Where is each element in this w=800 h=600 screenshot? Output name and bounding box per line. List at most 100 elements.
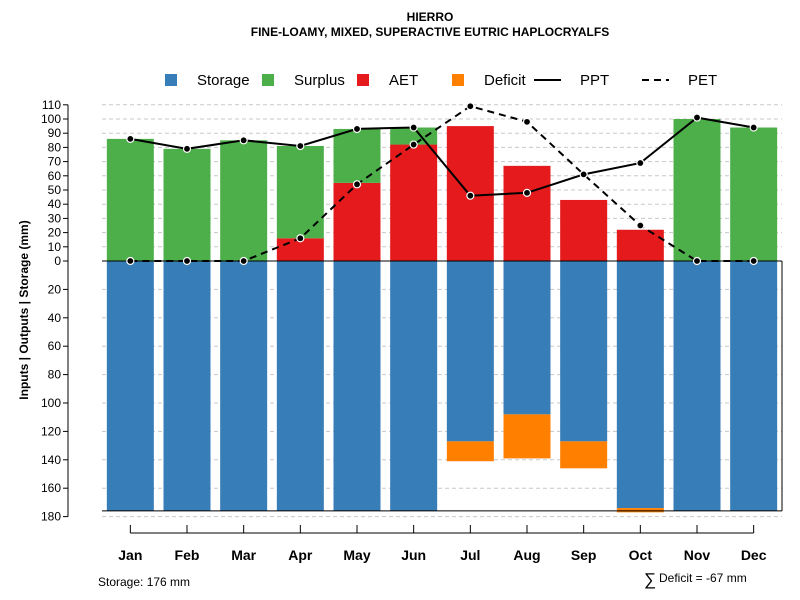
x-tick-label: Jun (401, 547, 426, 563)
y-tick-label: 50 (48, 183, 62, 197)
y-tick-label: 80 (48, 368, 62, 382)
legend-swatch (452, 74, 464, 86)
pet-point (636, 221, 645, 230)
deficit-bar (560, 441, 608, 469)
pet-point (352, 180, 362, 189)
y-tick-label: 100 (41, 112, 61, 126)
ppt-point (749, 123, 758, 132)
legend-swatch (357, 74, 369, 86)
ppt-point (296, 141, 305, 151)
surplus-bar (276, 145, 324, 239)
y-tick-label: 70 (48, 155, 62, 169)
y-tick-label: 110 (42, 98, 61, 112)
storage-bar (333, 261, 381, 511)
storage-bar (106, 261, 154, 511)
y-tick-label: 80 (48, 140, 62, 154)
legend-label: Storage (197, 72, 250, 89)
pet-line (130, 105, 754, 262)
x-tick-label: Apr (288, 547, 313, 563)
pet-point (239, 256, 248, 266)
x-tick-label: Oct (629, 547, 653, 563)
x-tick-label: Mar (231, 547, 256, 563)
legend-label: PET (688, 72, 717, 89)
y-tick-label: 90 (48, 126, 62, 140)
legend-label: Deficit (484, 72, 527, 89)
deficit-bar (446, 441, 494, 462)
pet-point (692, 256, 702, 266)
y-tick-label: 30 (48, 211, 62, 225)
storage-bar (163, 261, 211, 511)
legend-label: Surplus (294, 72, 345, 89)
x-tick-label: Aug (513, 547, 540, 563)
storage-bar (730, 261, 778, 511)
x-tick-label: Jul (460, 547, 480, 563)
y-tick-label: 10 (48, 240, 62, 254)
pet-point (182, 256, 192, 266)
chart-subtitle: FINE-LOAMY, MIXED, SUPERACTIVE EUTRIC HA… (251, 25, 609, 39)
x-tick-label: Jan (118, 547, 142, 563)
aet-bar (503, 165, 551, 261)
deficit-sum-symbol: ∑ (644, 570, 656, 589)
legend-swatch (262, 74, 274, 86)
legend-label: PPT (580, 72, 609, 89)
ppt-point (126, 134, 135, 143)
surplus-bar (333, 128, 381, 183)
surplus-bar (220, 140, 268, 261)
y-tick-label: 0 (54, 254, 61, 268)
ppt-point (352, 124, 362, 134)
pet-point (749, 256, 758, 266)
ppt-point (182, 144, 192, 153)
storage-bar (560, 261, 608, 442)
storage-bar (276, 261, 324, 511)
x-tick-label: Nov (684, 547, 711, 563)
y-tick-label: 20 (48, 226, 62, 240)
legend-swatch (165, 74, 177, 86)
deficit-bar (503, 414, 551, 459)
surplus-bar (730, 127, 778, 262)
gridlines (102, 104, 782, 518)
ppt-point (239, 136, 248, 145)
y-tick-label: 140 (41, 453, 61, 467)
aet-bar (616, 229, 664, 261)
aet-bar (560, 199, 608, 261)
aet-bar (390, 144, 438, 261)
surplus-bar (163, 148, 211, 261)
lines (126, 102, 758, 266)
pet-point (409, 140, 418, 149)
deficit-footnote: Deficit = -67 mm (659, 571, 747, 585)
y-axis-label: Inputs | Outputs | Storage (mm) (17, 220, 31, 399)
pet-point (296, 234, 305, 243)
aet-bar (333, 182, 381, 261)
ppt-point (466, 191, 475, 200)
y-tick-label: 120 (41, 424, 61, 438)
ppt-point (409, 123, 418, 132)
pet-point (522, 117, 532, 126)
y-tick-label: 60 (48, 169, 62, 183)
ppt-line (130, 116, 754, 197)
storage-bar (446, 261, 494, 442)
storage-bar (673, 261, 721, 511)
y-tick-label: 160 (41, 481, 61, 495)
x-tick-label: Feb (175, 547, 200, 563)
chart-title: HIERRO (407, 10, 454, 24)
surplus-bar (673, 119, 721, 261)
y-tick-label: 20 (48, 282, 62, 296)
legend-label: AET (389, 72, 418, 89)
storage-bar (503, 261, 551, 415)
bars (102, 119, 783, 513)
surplus-bar (106, 138, 154, 261)
ppt-point (522, 188, 532, 197)
y-tick-label: 40 (48, 311, 62, 325)
storage-bar (390, 261, 438, 511)
x-tick-label: Dec (741, 547, 767, 563)
x-tick-label: May (343, 547, 370, 563)
storage-footnote: Storage: 176 mm (98, 575, 190, 589)
y-tick-label: 180 (41, 510, 61, 524)
storage-bar (616, 261, 664, 509)
deficit-bar (616, 508, 664, 513)
y-tick-label: 100 (41, 396, 61, 410)
y-tick-label: 40 (48, 197, 62, 211)
pet-point (466, 102, 475, 111)
axes: 0102030405060708090100110204060801001201… (41, 98, 767, 563)
